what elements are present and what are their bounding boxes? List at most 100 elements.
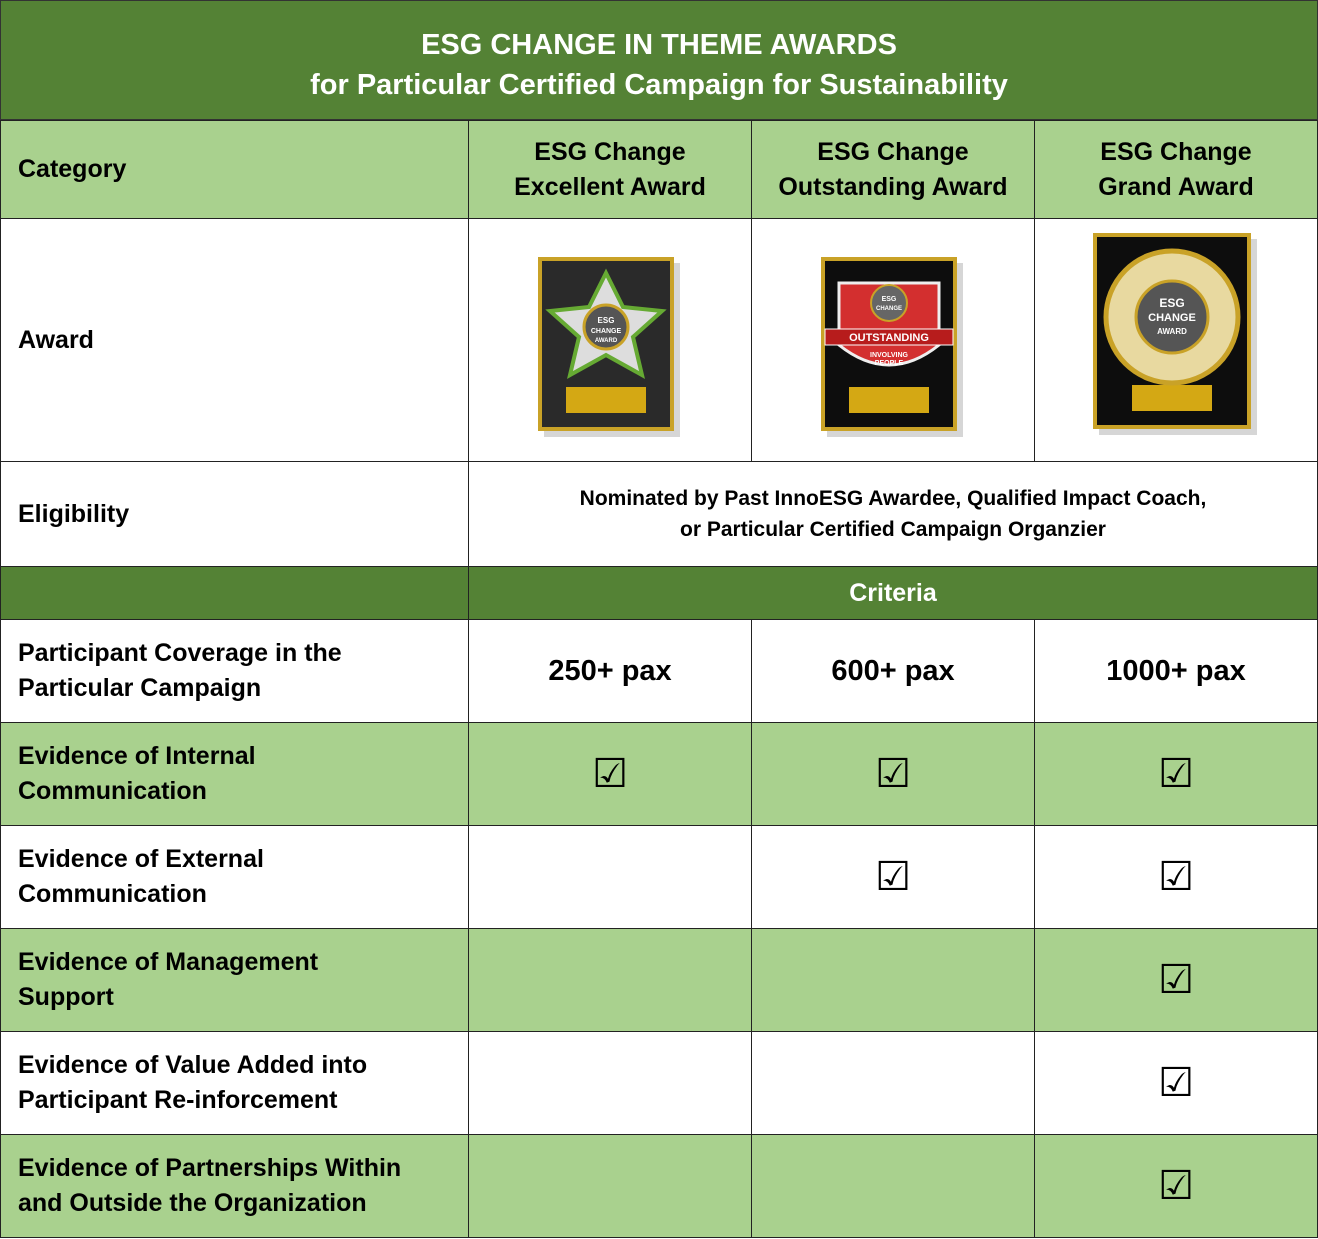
text: Award <box>18 325 94 354</box>
criteria-cell <box>468 928 752 1032</box>
text-line: Participant Coverage in the <box>18 639 342 667</box>
criteria-cell: ☑ <box>751 722 1035 826</box>
criteria-item-row: Evidence of Value Added into Participant … <box>0 1031 1318 1135</box>
criteria-cell: ☑ <box>1034 1134 1318 1238</box>
plaque-text: AWARD <box>595 338 618 344</box>
pax-value: 1000+ pax <box>1106 654 1246 687</box>
plaque-text: CHANGE <box>591 328 622 335</box>
text-line: Participant Re-inforcement <box>18 1086 338 1114</box>
row-label: Evidence of Value Added into Participant … <box>0 1031 469 1135</box>
criteria-cell: ☑ <box>1034 1031 1318 1135</box>
award-cell: ESG CHANGE AWARD <box>468 218 752 462</box>
row-label: Participant Coverage in the Particular Ca… <box>0 619 469 723</box>
plaque-text: PEOPLE <box>875 360 904 367</box>
criteria-item-row: Evidence of External Communication ☑ ☑ <box>0 825 1318 929</box>
column-header: ESG Change Grand Award <box>1034 120 1318 219</box>
text-line: Evidence of Partnerships Within <box>18 1154 402 1182</box>
pax-value: 250+ pax <box>548 654 672 687</box>
text-line: Communication <box>18 777 207 805</box>
text-line: or Particular Certified Campaign Organzi… <box>680 518 1106 541</box>
row-label: Evidence of Internal Communication <box>0 722 469 826</box>
criteria-item-row: Evidence of Partnerships Within and Outsi… <box>0 1134 1318 1238</box>
award-plaque: ESG CHANGE AWARD <box>1093 232 1257 435</box>
text-line: Evidence of Value Added into <box>18 1051 368 1079</box>
check-mark: ☑ <box>1158 1164 1194 1208</box>
check-mark: ☑ <box>1158 958 1194 1002</box>
criteria-cell: 1000+ pax <box>1034 619 1318 723</box>
award-plaque: ESG CHANGE AWARD <box>538 256 680 437</box>
check-mark: ☑ <box>875 855 911 899</box>
criteria-item-row: Evidence of Internal Communication ☑ ☑ ☑ <box>0 722 1318 826</box>
plaque-text: ESG <box>598 316 615 325</box>
text-line: ESG Change <box>1100 137 1252 166</box>
text-line: Excellent Award <box>514 172 706 201</box>
criteria-cell <box>751 1134 1035 1238</box>
plaque-text: OUTSTANDING <box>849 332 929 344</box>
pax-value: 600+ pax <box>831 654 955 687</box>
criteria-item-row: Evidence of Management Support ☑ <box>0 928 1318 1032</box>
header: ESG CHANGE IN THEME AWARDS for Particula… <box>0 0 1318 120</box>
plaque-shape <box>566 386 646 413</box>
title: ESG CHANGE IN THEME AWARDS <box>421 29 897 61</box>
award-row: Award ESG CHANGE AWARD ESG CHANGE OUTSTANDING I… <box>0 218 1318 462</box>
awards-table: Category ESG Change Excellent Award ESG Cha… <box>0 120 1318 1238</box>
column-header: ESG Change Outstanding Award <box>751 120 1035 219</box>
text: Criteria <box>849 578 937 607</box>
text-line: ESG Change <box>817 137 969 166</box>
row-label: Evidence of Management Support <box>0 928 469 1032</box>
plaque-shape <box>1134 279 1210 354</box>
criteria-cell <box>751 928 1035 1032</box>
criteria-cell: ☑ <box>468 722 752 826</box>
row-label: Evidence of External Communication <box>0 825 469 929</box>
check-mark: ☑ <box>1158 752 1194 796</box>
blank-cell <box>0 566 469 620</box>
check-mark: ☑ <box>1158 855 1194 899</box>
text-line: Evidence of Management <box>18 948 319 976</box>
text-line: Nominated by Past InnoESG Awardee, Quali… <box>579 487 1207 510</box>
criteria-cell: ☑ <box>1034 825 1318 929</box>
check-mark: ☑ <box>875 752 911 796</box>
eligibility-row: Eligibility Nominated by Past InnoESG Awa… <box>0 461 1318 567</box>
plaque-text: CHANGE <box>876 306 902 312</box>
criteria-item-row: Participant Coverage in the Particular Ca… <box>0 619 1318 723</box>
plaque-text: ESG <box>1159 296 1184 310</box>
text-line: Category <box>18 155 127 183</box>
plaque-shape <box>870 283 908 322</box>
eligibility: Nominated by Past InnoESG Awardee, Quali… <box>468 461 1318 567</box>
header-row: Category ESG Change Excellent Award ESG Cha… <box>0 120 1318 219</box>
plaque-shape <box>1132 384 1212 411</box>
text-line: Evidence of Internal <box>18 742 256 770</box>
criteria: Criteria <box>468 566 1318 620</box>
plaque-text: AWARD <box>1157 327 1187 336</box>
plaque-shape <box>849 386 929 413</box>
column-header: ESG Change Excellent Award <box>468 120 752 219</box>
check-mark: ☑ <box>1158 1061 1194 1105</box>
criteria-cell: 250+ pax <box>468 619 752 723</box>
text: Eligibility <box>18 499 130 528</box>
criteria-cell: ☑ <box>1034 722 1318 826</box>
row-label: Award <box>0 218 469 462</box>
plaque-text: CHANGE <box>1148 312 1196 324</box>
plaque-shape <box>582 303 630 350</box>
column-header: Category <box>0 120 469 219</box>
award-cell: ESG CHANGE OUTSTANDING INVOLVING PEOPLE <box>751 218 1035 462</box>
criteria-cell <box>468 1031 752 1135</box>
criteria-cell: 600+ pax <box>751 619 1035 723</box>
criteria-cell <box>751 1031 1035 1135</box>
text-line: and Outside the Organization <box>18 1189 367 1217</box>
text-line: Outstanding Award <box>778 172 1008 201</box>
text-line: Grand Award <box>1098 172 1254 201</box>
plaque-text: ESG <box>882 296 897 303</box>
text-line: ESG Change <box>534 137 686 166</box>
row-label: Eligibility <box>0 461 469 567</box>
criteria-cell: ☑ <box>751 825 1035 929</box>
criteria-cell <box>468 825 752 929</box>
criteria-row: Criteria <box>0 566 1318 620</box>
plaque-shape <box>824 328 954 345</box>
criteria-cell <box>468 1134 752 1238</box>
text-line: Particular Campaign <box>18 674 262 702</box>
row-label: Evidence of Partnerships Within and Outsi… <box>0 1134 469 1238</box>
award-cell: ESG CHANGE AWARD <box>1034 218 1318 462</box>
